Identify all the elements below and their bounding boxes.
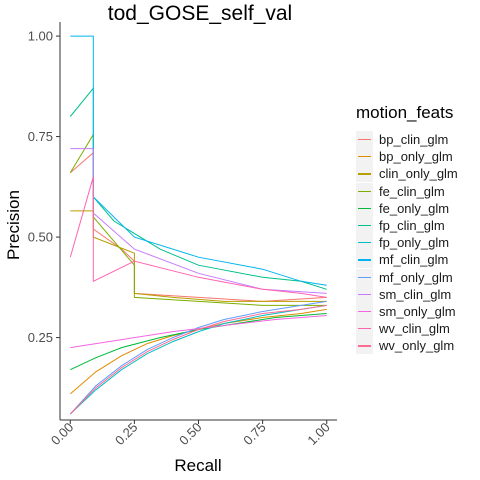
- legend-swatch: [358, 190, 371, 192]
- legend-swatch: [358, 276, 371, 278]
- legend-key: [356, 199, 373, 217]
- legend-swatch: [358, 207, 371, 210]
- legend-swatch: [358, 139, 371, 141]
- legend-item: clin_only_glm: [356, 165, 458, 183]
- series-line-mf-clin-glm: [70, 35, 327, 286]
- legend-item: wv_clin_glm: [356, 320, 458, 338]
- series-line-sm-clin-glm: [70, 148, 327, 294]
- legend-label: sm_only_glm: [379, 303, 456, 319]
- legend-item: mf_clin_glm: [356, 251, 458, 269]
- legend-item: bp_only_glm: [356, 148, 458, 166]
- series-line-wv-clin-glm: [69, 176, 327, 298]
- legend-label: mf_only_glm: [379, 269, 453, 285]
- legend-item: bp_clin_glm: [356, 131, 458, 149]
- legend-item: wv_only_glm: [356, 337, 458, 355]
- y-axis-label: Precision: [4, 190, 23, 260]
- legend-label: fp_clin_glm: [379, 218, 445, 234]
- legend-key: [356, 217, 373, 235]
- x-tick-label: 1.00: [304, 420, 333, 449]
- y-tick-label: 0.50: [28, 230, 53, 245]
- legend-swatch: [358, 242, 371, 244]
- legend-item: fp_only_glm: [356, 234, 458, 252]
- legend-label: fe_clin_glm: [379, 183, 445, 199]
- legend-swatch: [358, 225, 371, 227]
- y-tick-label: 0.75: [28, 129, 53, 144]
- legend-swatch: [358, 345, 371, 347]
- series-line-wv-only-glm: [69, 304, 327, 415]
- legend-item: sm_only_glm: [356, 302, 458, 320]
- legend-key: [356, 285, 373, 303]
- series-line-sm-only-glm: [70, 315, 327, 349]
- legend: motion_feats bp_clin_glm bp_only_glm clin_…: [356, 103, 458, 355]
- legend-key: [356, 182, 373, 200]
- y-tick-label: 1.00: [28, 29, 53, 44]
- legend-item: sm_clin_glm: [356, 285, 458, 303]
- legend-label: bp_clin_glm: [379, 132, 449, 148]
- series-line-fp-only-glm: [69, 304, 327, 415]
- legend-key: [356, 302, 373, 320]
- legend-key: [356, 268, 373, 286]
- legend-label: bp_only_glm: [379, 149, 453, 165]
- legend-key: [356, 320, 373, 338]
- legend-label: clin_only_glm: [379, 166, 458, 182]
- legend-key: [356, 148, 373, 166]
- legend-key: [356, 251, 373, 269]
- legend-item: fe_clin_glm: [356, 182, 458, 200]
- legend-label: fp_only_glm: [379, 235, 450, 251]
- legend-label: mf_clin_glm: [379, 252, 449, 268]
- legend-key: [356, 131, 373, 149]
- legend-swatch: [358, 293, 371, 295]
- x-tick-label: 0.25: [112, 420, 141, 449]
- x-tick-label: 0.50: [176, 420, 205, 449]
- legend-swatch: [358, 259, 371, 261]
- legend-label: wv_clin_glm: [379, 321, 450, 337]
- legend-swatch: [358, 328, 371, 330]
- legend-label: fe_only_glm: [379, 200, 450, 216]
- y-tick-label: 0.25: [28, 330, 53, 345]
- chart-title: tod_GOSE_self_val: [107, 2, 293, 25]
- legend-title: motion_feats: [356, 103, 454, 122]
- series-line-fe-only-glm: [70, 313, 327, 371]
- legend-item: mf_only_glm: [356, 268, 458, 286]
- series-line-fp-clin-glm: [69, 86, 327, 290]
- x-axis-label: Recall: [174, 456, 221, 475]
- series-line-bp-only-glm: [69, 308, 327, 395]
- legend-key: [356, 337, 373, 355]
- legend-item: fe_only_glm: [356, 199, 458, 217]
- legend-swatch: [358, 156, 371, 158]
- legend-label: sm_clin_glm: [379, 286, 452, 302]
- legend-key: [356, 165, 373, 183]
- x-tick-label: 0.00: [48, 420, 77, 449]
- legend-key: [356, 234, 373, 252]
- x-tick-label: 0.75: [240, 420, 269, 449]
- legend-swatch: [358, 173, 371, 175]
- legend-item: fp_clin_glm: [356, 217, 458, 235]
- series-line-mf-only-glm: [69, 300, 327, 415]
- legend-swatch: [358, 310, 371, 313]
- legend-items: bp_clin_glm bp_only_glm clin_only_glm fe_cl…: [356, 131, 458, 355]
- legend-label: wv_only_glm: [379, 338, 455, 354]
- series-line-clin-only-glm: [70, 210, 327, 302]
